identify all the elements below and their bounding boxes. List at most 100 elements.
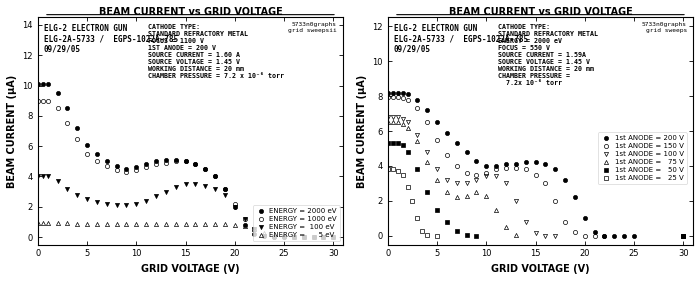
Line: ENERGY =  100 eV: ENERGY = 100 eV xyxy=(36,175,335,239)
ENERGY =  100 eV xyxy=(300,235,308,239)
1st ANODE = 200 V xyxy=(413,98,421,101)
ENERGY = 2000 eV xyxy=(211,175,219,178)
1st ANODE = 150 V xyxy=(393,95,402,99)
ENERGY = 2000 eV xyxy=(309,235,318,239)
1st ANODE = 100 V xyxy=(522,220,530,224)
ENERGY =      5 eV xyxy=(270,234,279,237)
ENERGY = 2000 eV xyxy=(38,82,47,86)
1st ANODE = 200 V xyxy=(551,168,559,171)
ENERGY = 1000 eV xyxy=(113,169,121,172)
ENERGY =      5 eV xyxy=(319,235,328,239)
ENERGY = 2000 eV xyxy=(43,82,52,86)
ENERGY = 1000 eV xyxy=(220,187,229,190)
1st ANODE = 150 V xyxy=(433,138,441,141)
ENERGY =  100 eV xyxy=(92,201,101,204)
ENERGY = 1000 eV xyxy=(152,163,160,166)
ENERGY =  100 eV xyxy=(113,203,121,207)
1st ANODE =   25 V xyxy=(408,199,416,203)
ENERGY = 1000 eV xyxy=(103,164,111,167)
1st ANODE = 150 V xyxy=(492,168,500,171)
Text: 5733n0graphs
grid sweeps: 5733n0graphs grid sweeps xyxy=(642,22,687,33)
1st ANODE = 100 V xyxy=(393,115,402,119)
1st ANODE =   75 V xyxy=(433,178,441,182)
ENERGY =  100 eV xyxy=(319,235,328,239)
1st ANODE = 150 V xyxy=(522,168,530,171)
ENERGY =  100 eV xyxy=(290,235,298,239)
1st ANODE =   25 V xyxy=(398,173,407,176)
ENERGY = 2000 eV xyxy=(103,160,111,163)
ENERGY = 1000 eV xyxy=(38,99,47,102)
ENERGY =      5 eV xyxy=(172,222,180,226)
ENERGY =      5 eV xyxy=(122,222,131,226)
ENERGY = 2000 eV xyxy=(280,235,288,239)
ENERGY =      5 eV xyxy=(290,235,298,239)
Text: ELG-2 ELECTRON GUN
ELG-2A-5733 /  EGPS-1022A-785
09/29/05: ELG-2 ELECTRON GUN ELG-2A-5733 / EGPS-10… xyxy=(44,24,178,54)
ENERGY =  100 eV xyxy=(122,203,131,207)
1st ANODE =   75 V xyxy=(384,121,392,124)
1st ANODE = 150 V xyxy=(570,231,579,234)
1st ANODE =   25 V xyxy=(389,168,397,171)
1st ANODE = 150 V xyxy=(442,154,451,157)
ENERGY = 2000 eV xyxy=(270,235,279,239)
1st ANODE = 100 V xyxy=(453,182,461,185)
1st ANODE = 150 V xyxy=(590,234,598,237)
ENERGY = 1000 eV xyxy=(142,166,150,169)
1st ANODE =   75 V xyxy=(398,122,407,126)
ENERGY = 1000 eV xyxy=(122,170,131,174)
1st ANODE = 100 V xyxy=(512,199,520,203)
1st ANODE = 150 V xyxy=(389,95,397,99)
ENERGY =  100 eV xyxy=(270,235,279,239)
ENERGY =  100 eV xyxy=(280,235,288,239)
1st ANODE = 100 V xyxy=(541,234,550,237)
ENERGY = 1000 eV xyxy=(201,167,209,171)
1st ANODE = 150 V xyxy=(413,106,421,110)
ENERGY = 2000 eV xyxy=(191,163,200,166)
ENERGY =  100 eV xyxy=(230,205,239,209)
Line: ENERGY = 1000 eV: ENERGY = 1000 eV xyxy=(36,99,335,239)
ENERGY = 1000 eV xyxy=(83,152,91,155)
ENERGY =  100 eV xyxy=(83,198,91,201)
1st ANODE = 200 V xyxy=(482,164,491,168)
ENERGY =  100 eV xyxy=(329,235,337,239)
Line: 1st ANODE = 150 V: 1st ANODE = 150 V xyxy=(386,95,685,238)
1st ANODE = 200 V xyxy=(512,162,520,166)
ENERGY =  100 eV xyxy=(152,194,160,198)
X-axis label: GRID VOLTAGE (V): GRID VOLTAGE (V) xyxy=(141,264,240,274)
1st ANODE =   25 V xyxy=(393,169,402,173)
1st ANODE =   50 V xyxy=(413,168,421,171)
ENERGY = 2000 eV xyxy=(63,106,71,110)
ENERGY = 2000 eV xyxy=(162,158,170,162)
ENERGY =      5 eV xyxy=(142,222,150,226)
1st ANODE = 200 V xyxy=(541,162,550,166)
ENERGY =      5 eV xyxy=(260,232,269,235)
1st ANODE = 100 V xyxy=(403,121,412,124)
1st ANODE = 200 V xyxy=(442,131,451,134)
ENERGY = 1000 eV xyxy=(251,228,259,231)
1st ANODE =   75 V xyxy=(502,225,510,229)
ENERGY = 2000 eV xyxy=(251,232,259,236)
ENERGY = 1000 eV xyxy=(280,235,288,239)
1st ANODE = 150 V xyxy=(502,166,510,169)
ENERGY =  100 eV xyxy=(162,190,170,193)
ENERGY = 1000 eV xyxy=(270,235,279,239)
ENERGY = 2000 eV xyxy=(181,160,190,163)
1st ANODE =   75 V xyxy=(442,191,451,194)
1st ANODE = 200 V xyxy=(601,234,609,237)
1st ANODE =   50 V xyxy=(433,208,441,211)
1st ANODE =   75 V xyxy=(413,140,421,143)
ENERGY =      5 eV xyxy=(83,222,91,226)
ENERGY = 1000 eV xyxy=(132,169,141,172)
1st ANODE = 100 V xyxy=(433,168,441,171)
Legend: 1st ANODE = 200 V, 1st ANODE = 150 V, 1st ANODE = 100 V, 1st ANODE =   75 V, 1st: 1st ANODE = 200 V, 1st ANODE = 150 V, 1s… xyxy=(598,132,687,184)
ENERGY =      5 eV xyxy=(63,222,71,225)
1st ANODE = 200 V xyxy=(570,196,579,199)
1st ANODE = 200 V xyxy=(679,234,687,237)
1st ANODE =   25 V xyxy=(433,234,441,237)
1st ANODE = 100 V xyxy=(492,175,500,178)
ENERGY = 2000 eV xyxy=(220,187,229,190)
1st ANODE = 200 V xyxy=(561,178,569,182)
1st ANODE =   50 V xyxy=(453,229,461,232)
1st ANODE = 100 V xyxy=(551,234,559,237)
1st ANODE = 200 V xyxy=(590,231,598,234)
1st ANODE = 100 V xyxy=(679,234,687,237)
